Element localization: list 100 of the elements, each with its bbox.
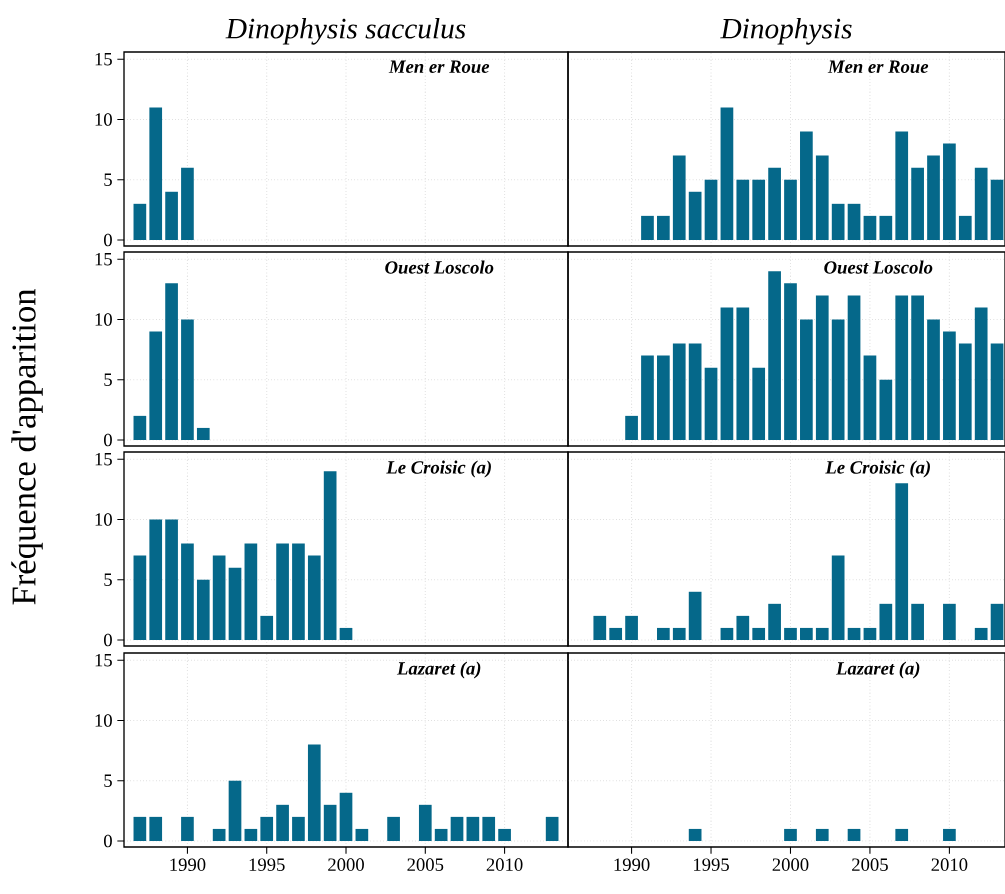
- bar: [768, 167, 781, 240]
- bar: [720, 307, 734, 440]
- bar: [831, 319, 845, 440]
- bar: [847, 627, 861, 640]
- bar: [800, 319, 813, 440]
- bar: [958, 343, 972, 440]
- bar: [672, 627, 686, 640]
- bar: [292, 816, 305, 841]
- bar: [815, 295, 829, 440]
- bar: [181, 543, 194, 640]
- bar: [276, 543, 289, 640]
- bar: [704, 179, 718, 240]
- bar: [418, 804, 432, 841]
- bar: [212, 828, 226, 841]
- x-tick-label: 2010: [486, 858, 523, 871]
- bar: [911, 295, 924, 440]
- chart-subtitle: Ouest Loscolo: [385, 260, 494, 274]
- bar: [672, 155, 686, 240]
- bar: [879, 603, 893, 640]
- bar: [990, 603, 1004, 640]
- chart-subtitle: Le Croisic (a): [386, 460, 491, 478]
- bar: [165, 519, 178, 640]
- x-tick-label: 2010: [931, 858, 968, 871]
- chart-subtitle: Ouest Loscolo: [824, 260, 933, 274]
- bar: [768, 603, 781, 640]
- bar: [784, 283, 797, 440]
- y-tick-label: 5: [104, 573, 112, 586]
- bar: [736, 615, 750, 640]
- bar: [800, 131, 813, 240]
- bar: [943, 143, 956, 240]
- x-tick-label: 1995: [693, 858, 729, 871]
- bar: [450, 816, 464, 841]
- bar: [181, 816, 194, 841]
- bar: [149, 519, 163, 640]
- bar: [990, 343, 1004, 440]
- bar: [165, 191, 178, 240]
- bar: [482, 816, 496, 841]
- y-tick-label: 0: [104, 433, 112, 447]
- bar: [800, 627, 813, 640]
- bar: [720, 627, 734, 640]
- bar: [784, 179, 797, 240]
- chart-subtitle: Lazaret (a): [835, 661, 920, 679]
- bar: [768, 271, 781, 440]
- x-tick-label: 2005: [407, 858, 444, 871]
- y-tick-label: 10: [95, 513, 112, 526]
- bar: [133, 203, 147, 240]
- y-tick-label: 0: [104, 233, 112, 247]
- bar: [943, 603, 956, 640]
- bar: [133, 415, 147, 440]
- bar: [641, 355, 654, 440]
- bar: [323, 804, 337, 841]
- chart-title: Dinophysis: [720, 17, 852, 45]
- x-tick-label: 1990: [614, 858, 650, 871]
- bar: [307, 744, 321, 841]
- bar: [704, 367, 718, 440]
- bar: [133, 555, 147, 640]
- bar: [784, 627, 797, 640]
- y-axis-title: Fréquence d'apparition: [11, 288, 43, 605]
- y-tick-label: 10: [95, 714, 112, 727]
- bar: [943, 331, 956, 440]
- bar: [149, 331, 163, 440]
- bar: [974, 627, 988, 640]
- bar: [831, 555, 845, 640]
- bar: [228, 780, 242, 841]
- bar: [688, 591, 702, 640]
- bar: [752, 179, 766, 240]
- bar: [260, 816, 274, 841]
- chart-title: Dinophysis sacculus: [225, 17, 466, 45]
- bar: [895, 131, 909, 240]
- bar: [911, 603, 924, 640]
- y-tick-label: 15: [95, 252, 112, 266]
- x-tick-label: 2005: [852, 858, 888, 871]
- bar: [863, 627, 877, 640]
- bar: [339, 792, 353, 841]
- bar: [974, 307, 988, 440]
- y-tick-label: 5: [104, 373, 112, 386]
- bar: [149, 816, 163, 841]
- y-tick-label: 10: [95, 113, 112, 126]
- bar: [196, 579, 210, 640]
- y-tick-label: 5: [104, 774, 112, 787]
- bar: [752, 627, 766, 640]
- bar: [974, 167, 988, 240]
- bar: [879, 379, 893, 440]
- bar: [133, 816, 147, 841]
- bar: [292, 543, 305, 640]
- y-tick-label: 0: [104, 633, 112, 647]
- bar: [212, 555, 226, 640]
- bar: [657, 215, 670, 240]
- bar: [911, 167, 924, 240]
- x-tick-label: 2000: [772, 858, 809, 871]
- bar: [657, 355, 670, 440]
- bar: [688, 343, 702, 440]
- bar: [307, 555, 321, 640]
- bar: [879, 215, 893, 240]
- bar: [672, 343, 686, 440]
- bar: [593, 615, 607, 640]
- bar: [927, 319, 940, 440]
- y-tick-label: 0: [104, 834, 112, 848]
- bar: [323, 471, 337, 640]
- bar: [434, 828, 448, 841]
